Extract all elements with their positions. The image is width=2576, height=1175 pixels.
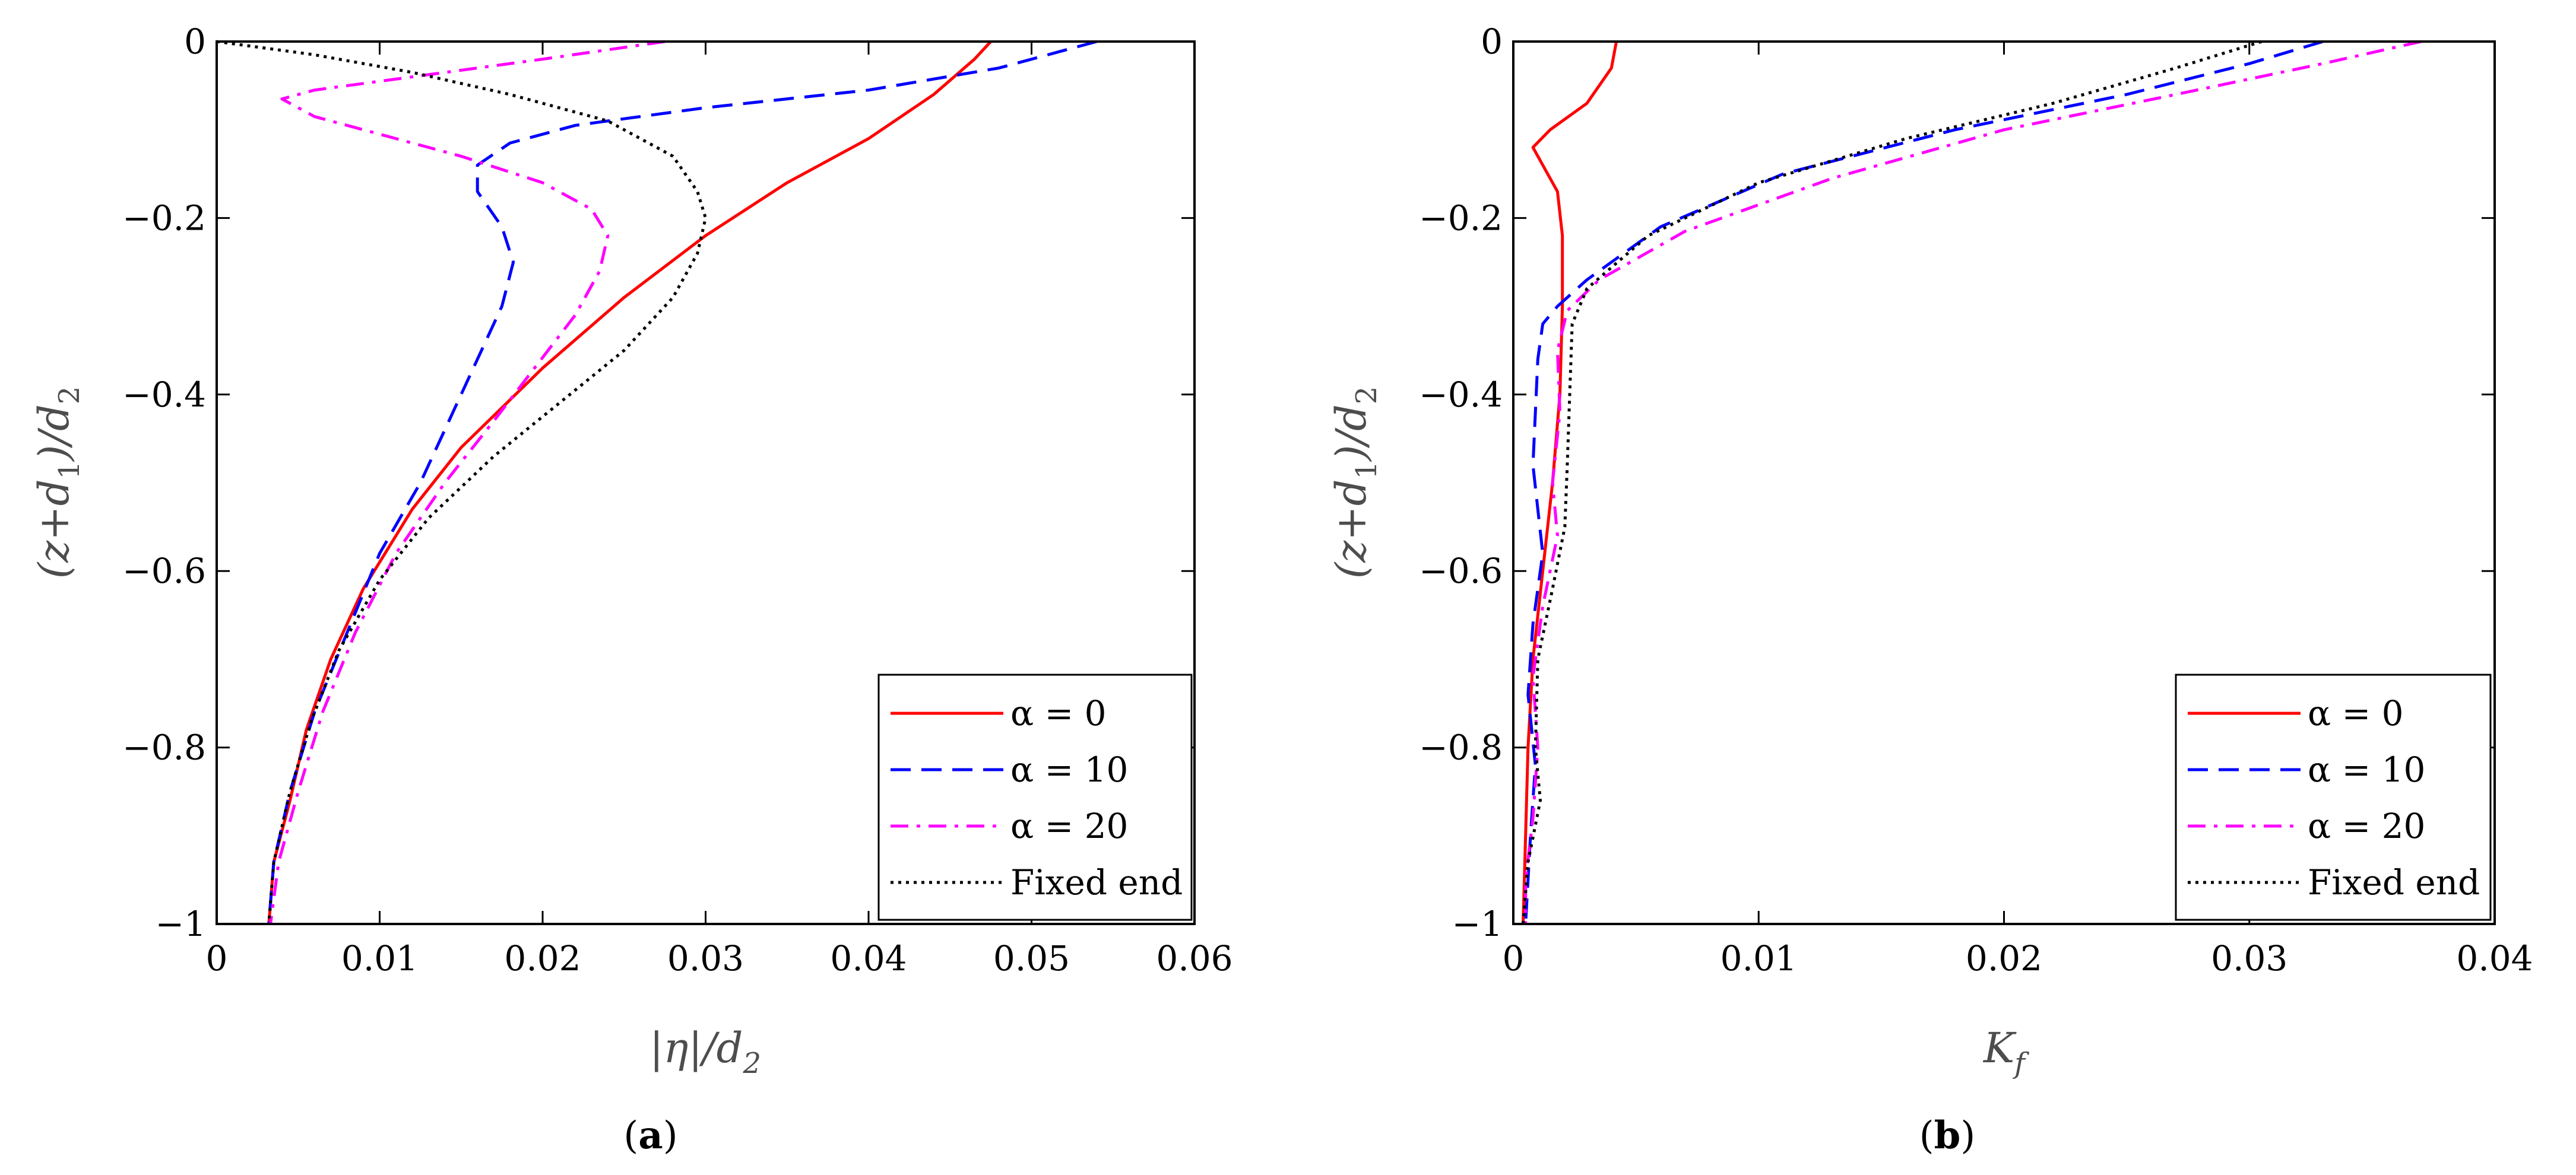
legend-label-a-1: α = 10: [1010, 750, 1128, 790]
x-tick-label-b: 0.04: [2456, 938, 2533, 979]
series-line-a-2: [269, 40, 666, 925]
series-line-b-2: [1524, 40, 2422, 924]
legend-label-b-1: α = 10: [2308, 750, 2425, 790]
legend-label-b-3: Fixed end: [2308, 862, 2480, 903]
y-tick-label-b: −1: [1452, 904, 1503, 944]
x-ticks-a: 0 0.01 0.02 0.03 0.04 0.05 0.06: [206, 42, 1233, 979]
legend-b: α = 0 α = 10 α = 20 Fixed end: [2175, 674, 2492, 921]
series-line-b-1: [1524, 40, 2324, 925]
y-axis-label-b: (z+d1)/d2: [1327, 386, 1383, 579]
plot-area-b: [1522, 40, 2422, 925]
x-tick-label-b: 0.02: [1966, 938, 2042, 979]
series-line-b-3: [1522, 40, 2263, 925]
y-ticks-b: 0 −0.2 −0.4 −0.6 −0.8 −1: [1419, 21, 2495, 944]
x-tick-label-a: 0: [206, 938, 228, 979]
x-tick-label-b: 0.01: [1720, 938, 1797, 979]
plot-area-a: [216, 40, 1097, 925]
y-tick-label-a: 0: [184, 21, 206, 62]
y-tick-label-b: −0.2: [1419, 198, 1503, 238]
x-tick-label-b: 0.03: [2211, 938, 2287, 979]
legend-a: α = 0 α = 10 α = 20 Fixed end: [877, 674, 1193, 921]
y-tick-label-a: −0.8: [122, 728, 206, 768]
x-axis-label-a: |η|/d2: [649, 1024, 761, 1080]
y-tick-label-b: 0: [1481, 21, 1503, 62]
x-tick-label-a: 0.06: [1156, 938, 1232, 979]
legend-label-a-3: Fixed end: [1010, 862, 1183, 903]
legend-label-a-0: α = 0: [1010, 693, 1107, 733]
y-tick-label-a: −0.4: [122, 374, 206, 415]
y-tick-label-b: −0.6: [1419, 551, 1503, 591]
legend-label-b-2: α = 20: [2308, 806, 2425, 846]
panel-caption-b: (b): [1919, 1113, 1976, 1158]
x-tick-label-a: 0.04: [830, 938, 907, 979]
x-tick-label-b: 0: [1503, 938, 1525, 979]
series-line-a-3: [216, 40, 707, 925]
y-tick-label-a: −0.6: [122, 551, 206, 591]
panel-a: 0 0.01 0.02 0.03 0.04 0.05 0.06 0 −0.2 −0.4 −0.6 −…: [30, 21, 1233, 1158]
y-axis-label-a: (z+d1)/d2: [30, 386, 86, 579]
y-tick-label-b: −0.8: [1419, 728, 1503, 768]
x-tick-label-a: 0.01: [341, 938, 418, 979]
legend-box-b: [2175, 674, 2492, 921]
x-ticks-b: 0 0.01 0.02 0.03 0.04: [1503, 42, 2533, 979]
y-ticks-a: 0 −0.2 −0.4 −0.6 −0.8 −1: [122, 21, 1194, 944]
x-axis-label-b: Kf: [1982, 1024, 2029, 1080]
panel-b: 0 0.01 0.02 0.03 0.04 0 −0.2 −0.4 −0.6 −0.8 −1 Kf…: [1327, 21, 2533, 1158]
legend-box-a: [877, 674, 1193, 921]
x-tick-label-a: 0.02: [504, 938, 581, 979]
y-tick-label-b: −0.4: [1419, 374, 1503, 415]
series-line-b-0: [1522, 41, 1618, 925]
legend-label-b-0: α = 0: [2308, 693, 2404, 733]
panel-caption-a: (a): [623, 1113, 677, 1158]
x-tick-label-a: 0.03: [667, 938, 744, 979]
y-tick-label-a: −0.2: [122, 198, 206, 238]
x-tick-label-a: 0.05: [993, 938, 1070, 979]
y-tick-label-a: −1: [156, 904, 207, 944]
legend-label-a-2: α = 20: [1010, 806, 1128, 846]
